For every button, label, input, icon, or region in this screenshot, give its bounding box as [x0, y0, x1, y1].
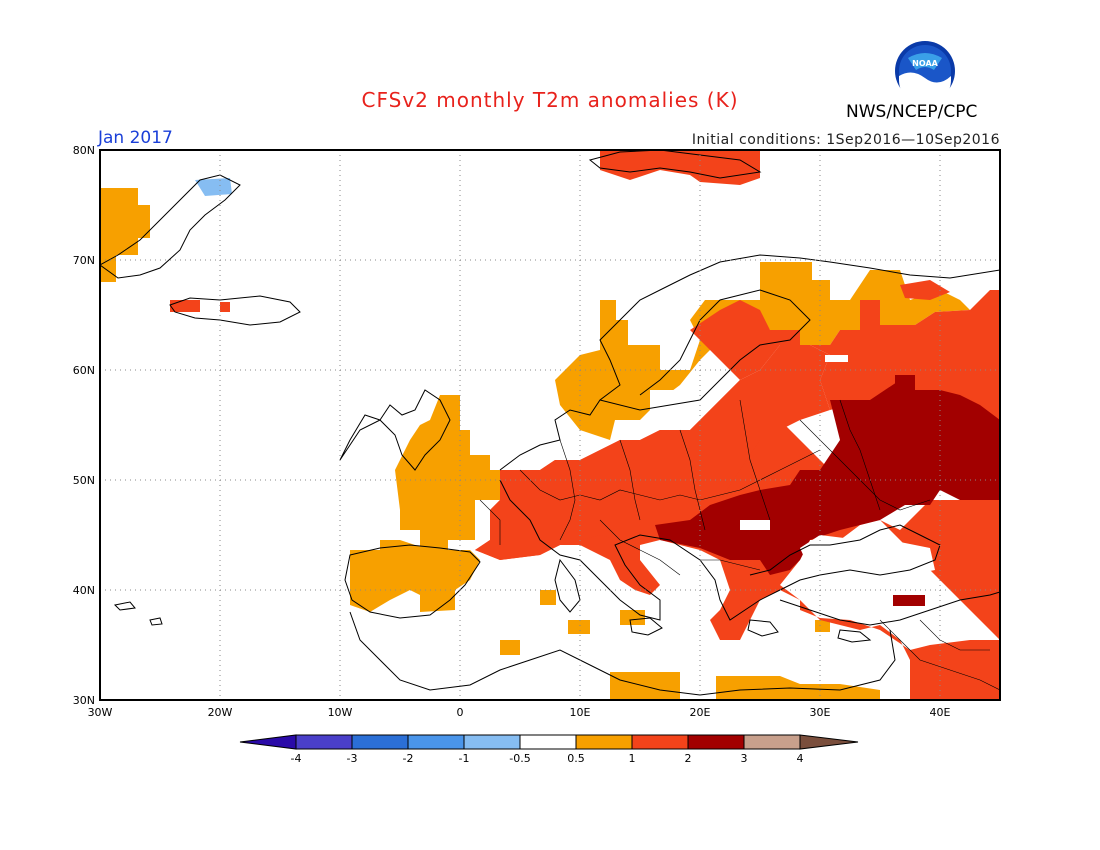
lon-tick-label: 30E — [810, 706, 831, 719]
lat-tick-label: 50N — [73, 474, 95, 487]
coastlines — [100, 150, 1000, 696]
colorbar-label: -4 — [291, 752, 302, 765]
lat-tick-label: 60N — [73, 364, 95, 377]
initial-conditions: Initial conditions: 1Sep2016—10Sep2016 — [691, 132, 1000, 148]
colorbar-label: -0.5 — [509, 752, 530, 765]
colorbar — [239, 734, 859, 750]
lon-tick-label: 30W — [88, 706, 113, 719]
colorbar-swatch — [631, 734, 689, 750]
colorbar-label: 4 — [797, 752, 804, 765]
colorbar-swatch — [575, 734, 633, 750]
lat-tick-label: 80N — [73, 144, 95, 157]
chart-title: CFSv2 monthly T2m anomalies (K) — [361, 88, 739, 112]
colorbar-label: 0.5 — [567, 752, 585, 765]
lat-tick-label: 40N — [73, 584, 95, 597]
colorbar-label: 2 — [685, 752, 692, 765]
colorbar-label: 3 — [741, 752, 748, 765]
lon-tick-label: 20W — [208, 706, 233, 719]
anomaly-field — [100, 150, 1000, 700]
country-borders — [479, 399, 1000, 691]
colorbar-swatch — [687, 734, 745, 750]
colorbar-arrow-high — [799, 734, 859, 750]
colorbar-swatch — [407, 734, 465, 750]
lon-tick-label: 10W — [328, 706, 353, 719]
map-frame — [99, 149, 1001, 701]
colorbar-arrow-low — [239, 734, 297, 750]
colorbar-swatch — [351, 734, 409, 750]
colorbar-swatch — [295, 734, 353, 750]
lon-ticks: 30W 20W 10W 0 10E 20E 30E 40E — [88, 706, 951, 719]
lon-tick-label: 10E — [570, 706, 591, 719]
colorbar-labels: -4 -3 -2 -1 -0.5 0.5 1 2 3 4 — [291, 752, 804, 765]
gridlines — [100, 150, 1000, 700]
agency-label: NWS/NCEP/CPC — [846, 102, 978, 122]
colorbar-swatch — [519, 734, 577, 750]
lat-tick-label: 30N — [73, 694, 95, 707]
lon-tick-label: 40E — [930, 706, 951, 719]
noaa-logo-icon: NOAA — [895, 41, 955, 102]
colorbar-swatch — [463, 734, 521, 750]
colorbar-label: -2 — [403, 752, 414, 765]
lon-tick-label: 0 — [457, 706, 464, 719]
colorbar-swatch — [743, 734, 801, 750]
lat-tick-label: 70N — [73, 254, 95, 267]
colorbar-label: -1 — [459, 752, 470, 765]
lon-tick-label: 20E — [690, 706, 711, 719]
logo-text: NOAA — [912, 59, 938, 68]
forecast-period: Jan 2017 — [98, 128, 173, 148]
colorbar-label: -3 — [347, 752, 358, 765]
colorbar-label: 1 — [629, 752, 636, 765]
lat-ticks: 30N 40N 50N 60N 70N 80N — [73, 144, 95, 707]
